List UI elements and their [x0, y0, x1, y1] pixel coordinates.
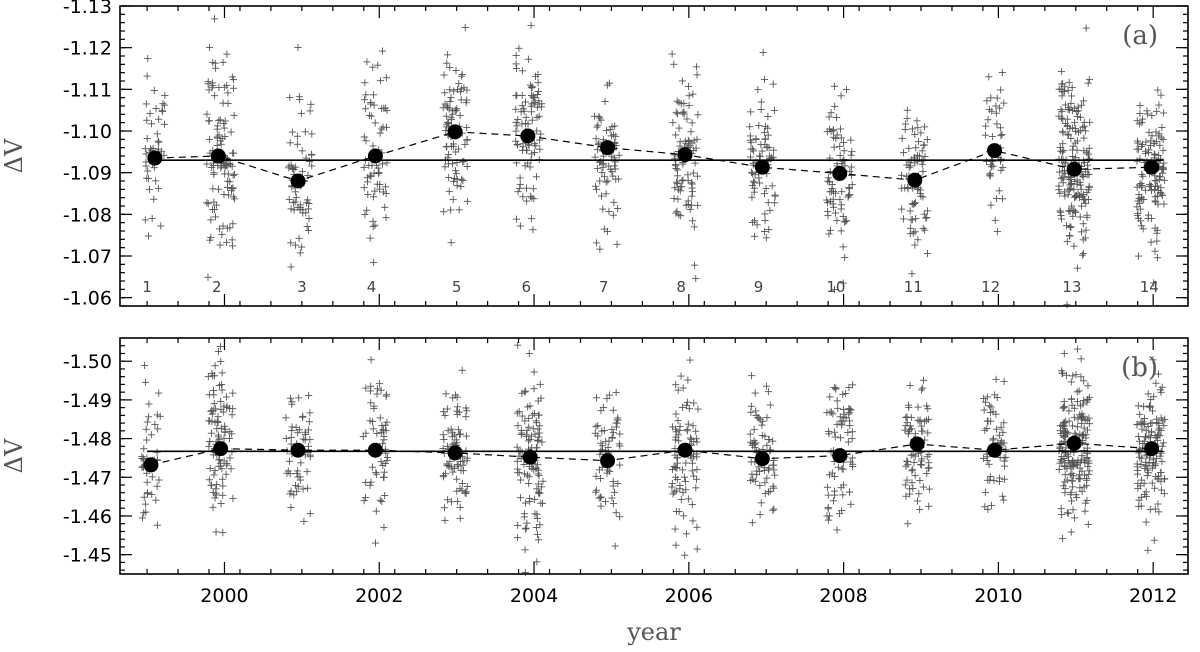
- panel-a-season-label: 5: [452, 278, 462, 296]
- panel-a-seasonal-mean-dot: [147, 150, 163, 166]
- panel-a-season-label: 14: [1140, 278, 1159, 296]
- panel-a-seasonal-mean-dot: [447, 124, 463, 140]
- panel-a-season-label: 10: [826, 278, 845, 296]
- panel-a-seasonal-mean-dot: [677, 147, 693, 163]
- panel-a-season-label: 1: [142, 278, 152, 296]
- panel-a-season-label: 12: [981, 278, 1000, 296]
- panel-a-seasonal-mean-dot: [907, 172, 923, 188]
- panel-a-y-tick-label: -1.11: [63, 79, 112, 101]
- panel-a-y-tick-label: -1.10: [63, 121, 112, 143]
- panel-a-season-label: 8: [676, 278, 686, 296]
- panel-a-season-label: 11: [904, 278, 923, 296]
- panel-a-season-label: 7: [599, 278, 609, 296]
- panel-a-season-label: 13: [1062, 278, 1081, 296]
- panel-a-y-tick-label: -1.06: [63, 288, 112, 310]
- panel-a-axes-frame: [119, 5, 1189, 307]
- panel-a-seasonal-mean-dot: [1066, 161, 1082, 177]
- panel-a-seasonal-mean-dot: [367, 148, 383, 164]
- panel-a-seasonal-mean-trend: [154, 131, 1152, 182]
- panel-a-y-tick-label: -1.12: [63, 38, 112, 60]
- panel-a-seasonal-mean-dot: [520, 128, 536, 144]
- panel-a-season-label: 2: [212, 278, 222, 296]
- panel-a-y-tick-label: -1.08: [63, 204, 112, 226]
- panel-a-season-label: 4: [367, 278, 377, 296]
- panel-a-y-tick-label: -1.09: [63, 163, 112, 185]
- panel-a-season-label: 3: [297, 278, 307, 296]
- panel-a-season-label: 6: [522, 278, 532, 296]
- panel-a-seasonal-mean-dot: [290, 173, 306, 189]
- panel-a-seasonal-mean-dot: [832, 166, 848, 181]
- panel-a-seasonal-mean-dot: [600, 140, 616, 156]
- panel-a-seasonal-mean-dot: [754, 159, 770, 175]
- panel-a-seasonal-mean-dot: [210, 148, 226, 164]
- panel-a-y-axis-title: ΔV: [0, 138, 28, 173]
- panel-a-panel-label: (a): [1122, 21, 1158, 51]
- panel-a-seasonal-mean-dot: [987, 143, 1003, 159]
- panel-a-season-label: 9: [754, 278, 764, 296]
- panel-a-seasonal-mean-dot: [1144, 159, 1160, 175]
- panel-a-y-tick-label: -1.13: [63, 0, 112, 18]
- panel-a-y-tick-label: -1.07: [63, 246, 112, 268]
